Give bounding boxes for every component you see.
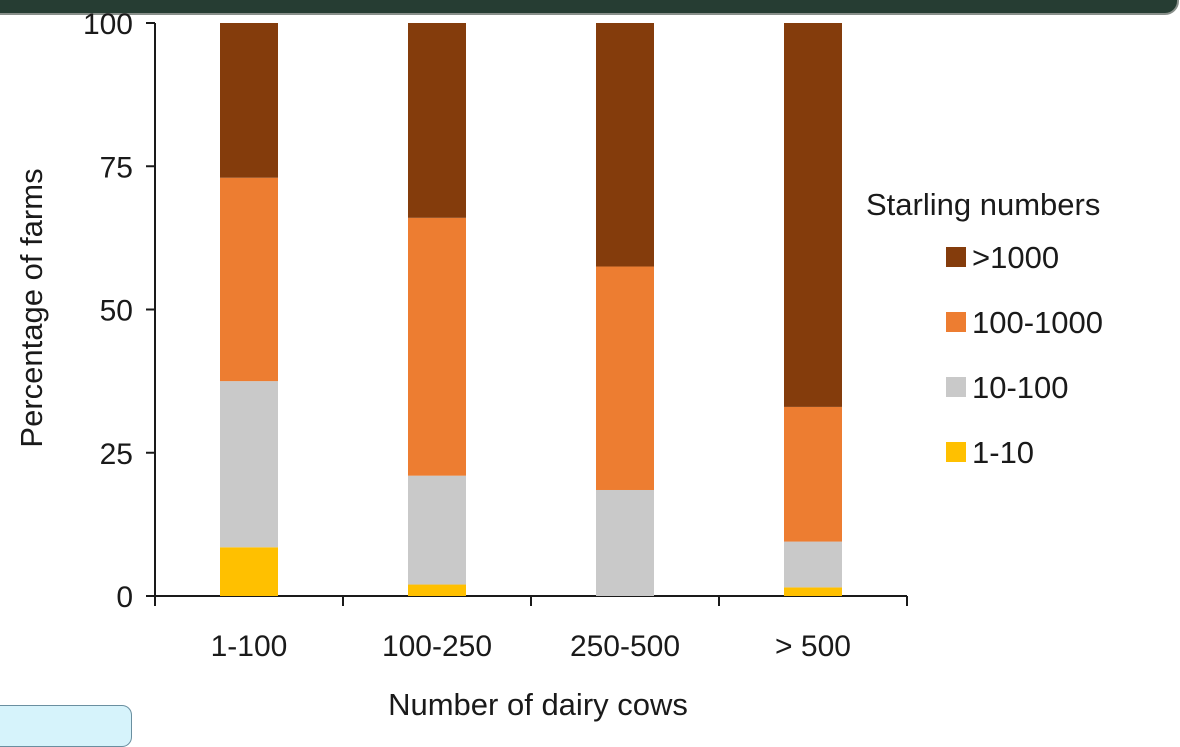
x-tick-label: 250-500 (570, 630, 680, 663)
y-tick-label: 50 (100, 295, 133, 328)
legend-label: 100-1000 (972, 305, 1103, 340)
bar-segment (596, 266, 654, 490)
bar-segment (784, 406, 842, 542)
bar-segment (408, 23, 466, 218)
legend: >1000 100-1000 10-100 1-10 (946, 240, 1103, 470)
y-tick-label: 100 (83, 8, 133, 41)
bar-segment (596, 23, 654, 267)
y-tick-label: 25 (100, 438, 133, 471)
y-axis-title: Percentage of farms (14, 168, 49, 447)
y-tick-label: 0 (116, 581, 133, 614)
x-tick-label: 1-100 (211, 630, 288, 663)
bar-segment (408, 217, 466, 476)
bar-segment (220, 381, 278, 548)
bar-segment (220, 23, 278, 178)
stacked-bar-chart: 0 25 50 75 100 1-100 100-250 250-500 > 500 Perc… (14, 8, 1103, 722)
legend-title: Starling numbers (866, 187, 1100, 222)
bar-segment (784, 541, 842, 588)
bar-segment (220, 177, 278, 382)
legend-swatch (946, 377, 966, 397)
bar-segment (220, 547, 278, 596)
bar-segment (596, 489, 654, 596)
x-tick-label: > 500 (775, 630, 851, 663)
y-tick-label: 75 (100, 151, 133, 184)
legend-label: 10-100 (972, 370, 1069, 405)
bar-segment (784, 23, 842, 407)
bar-segment (408, 584, 466, 596)
y-axis: 0 25 50 75 100 (83, 8, 156, 614)
x-axis-title: Number of dairy cows (388, 687, 688, 722)
legend-swatch (946, 312, 966, 332)
legend-swatch (946, 247, 966, 267)
bar-segment (784, 587, 842, 596)
x-axis: 1-100 100-250 250-500 > 500 (154, 595, 908, 663)
bars (220, 23, 842, 596)
bar-segment (408, 475, 466, 585)
corner-tab[interactable] (0, 705, 132, 747)
legend-swatch (946, 442, 966, 462)
x-tick-label: 100-250 (382, 630, 492, 663)
legend-label: 1-10 (972, 435, 1034, 470)
legend-label: >1000 (972, 240, 1059, 275)
